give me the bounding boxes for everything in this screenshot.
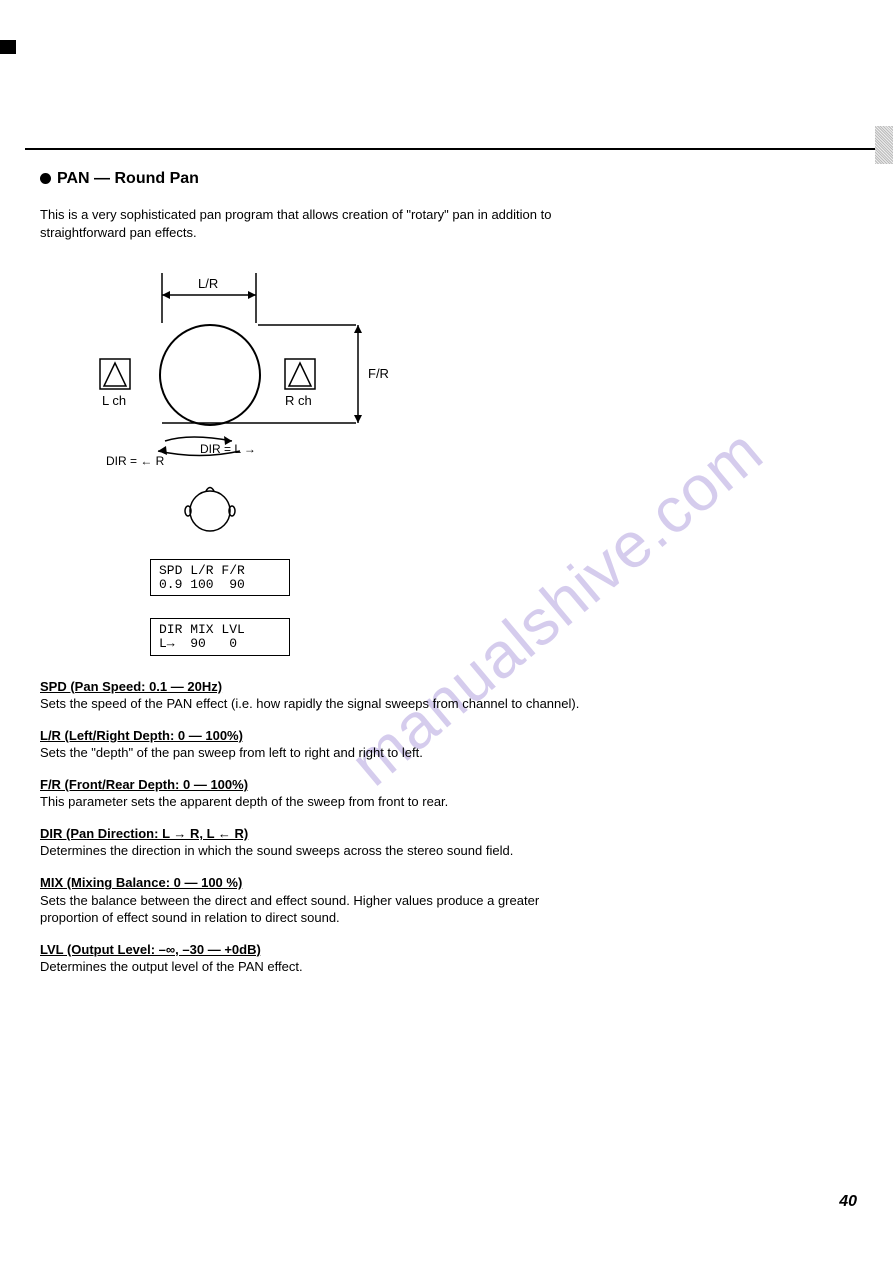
param-heading: SPD (Pan Speed: 0.1 — 20Hz): [40, 679, 222, 694]
thumb-tab: [875, 126, 893, 164]
svg-text:DIR = ← R: DIR = ← R: [106, 454, 165, 468]
svg-text:DIR = L →: DIR = L →: [200, 442, 256, 456]
lcd-display-1: SPD L/R F/R 0.9 100 90: [150, 559, 290, 596]
param-heading: MIX (Mixing Balance: 0 — 100 %): [40, 875, 242, 890]
parameter: F/R (Front/Rear Depth: 0 — 100%) This par…: [40, 776, 600, 811]
svg-text:R ch: R ch: [285, 393, 312, 408]
parameter-list: SPD (Pan Speed: 0.1 — 20Hz) Sets the spee…: [40, 678, 600, 976]
param-heading: LVL (Output Level: –∞, –30 — +0dB): [40, 942, 261, 957]
lcd-line: 0.9 100 90: [159, 577, 245, 592]
svg-text:L/R: L/R: [198, 276, 218, 291]
page-number: 40: [839, 1193, 857, 1211]
param-heading: L/R (Left/Right Depth: 0 — 100%): [40, 728, 243, 743]
intro-paragraph: This is a very sophisticated pan program…: [40, 206, 600, 241]
param-body: This parameter sets the apparent depth o…: [40, 794, 448, 809]
parameter: DIR (Pan Direction: L → R, L ← R) Determi…: [40, 825, 600, 860]
page-content: PAN — Round Pan This is a very sophistic…: [40, 170, 600, 990]
lcd-display-2: DIR MIX LVL L→ 90 0: [150, 618, 290, 655]
diagram-svg: L/R F/R L ch R ch DIR = L → DIR = ← R: [40, 263, 400, 553]
param-body: Determines the output level of the PAN e…: [40, 959, 303, 974]
parameter: MIX (Mixing Balance: 0 — 100 %) Sets the …: [40, 874, 600, 927]
svg-text:F/R: F/R: [368, 366, 389, 381]
param-heading: DIR (Pan Direction: L → R, L ← R): [40, 826, 248, 841]
param-body: Sets the speed of the PAN effect (i.e. h…: [40, 696, 579, 711]
param-heading: F/R (Front/Rear Depth: 0 — 100%): [40, 777, 248, 792]
param-body: Determines the direction in which the so…: [40, 843, 513, 858]
parameter: LVL (Output Level: –∞, –30 — +0dB) Determ…: [40, 941, 600, 976]
parameter: SPD (Pan Speed: 0.1 — 20Hz) Sets the spee…: [40, 678, 600, 713]
svg-text:L ch: L ch: [102, 393, 126, 408]
pan-diagram: L/R F/R L ch R ch DIR = L → DIR = ← R: [40, 263, 400, 553]
parameter: L/R (Left/Right Depth: 0 — 100%) Sets the…: [40, 727, 600, 762]
lcd-line: L→ 90 0: [159, 636, 237, 651]
param-body: Sets the "depth" of the pan sweep from l…: [40, 745, 423, 760]
header-rule: [25, 148, 883, 150]
param-body: Sets the balance between the direct and …: [40, 893, 539, 926]
corner-mark: [0, 40, 16, 54]
bullet-icon: [40, 173, 51, 184]
section-title: PAN — Round Pan: [40, 170, 600, 188]
section-title-text: PAN — Round Pan: [57, 170, 199, 187]
